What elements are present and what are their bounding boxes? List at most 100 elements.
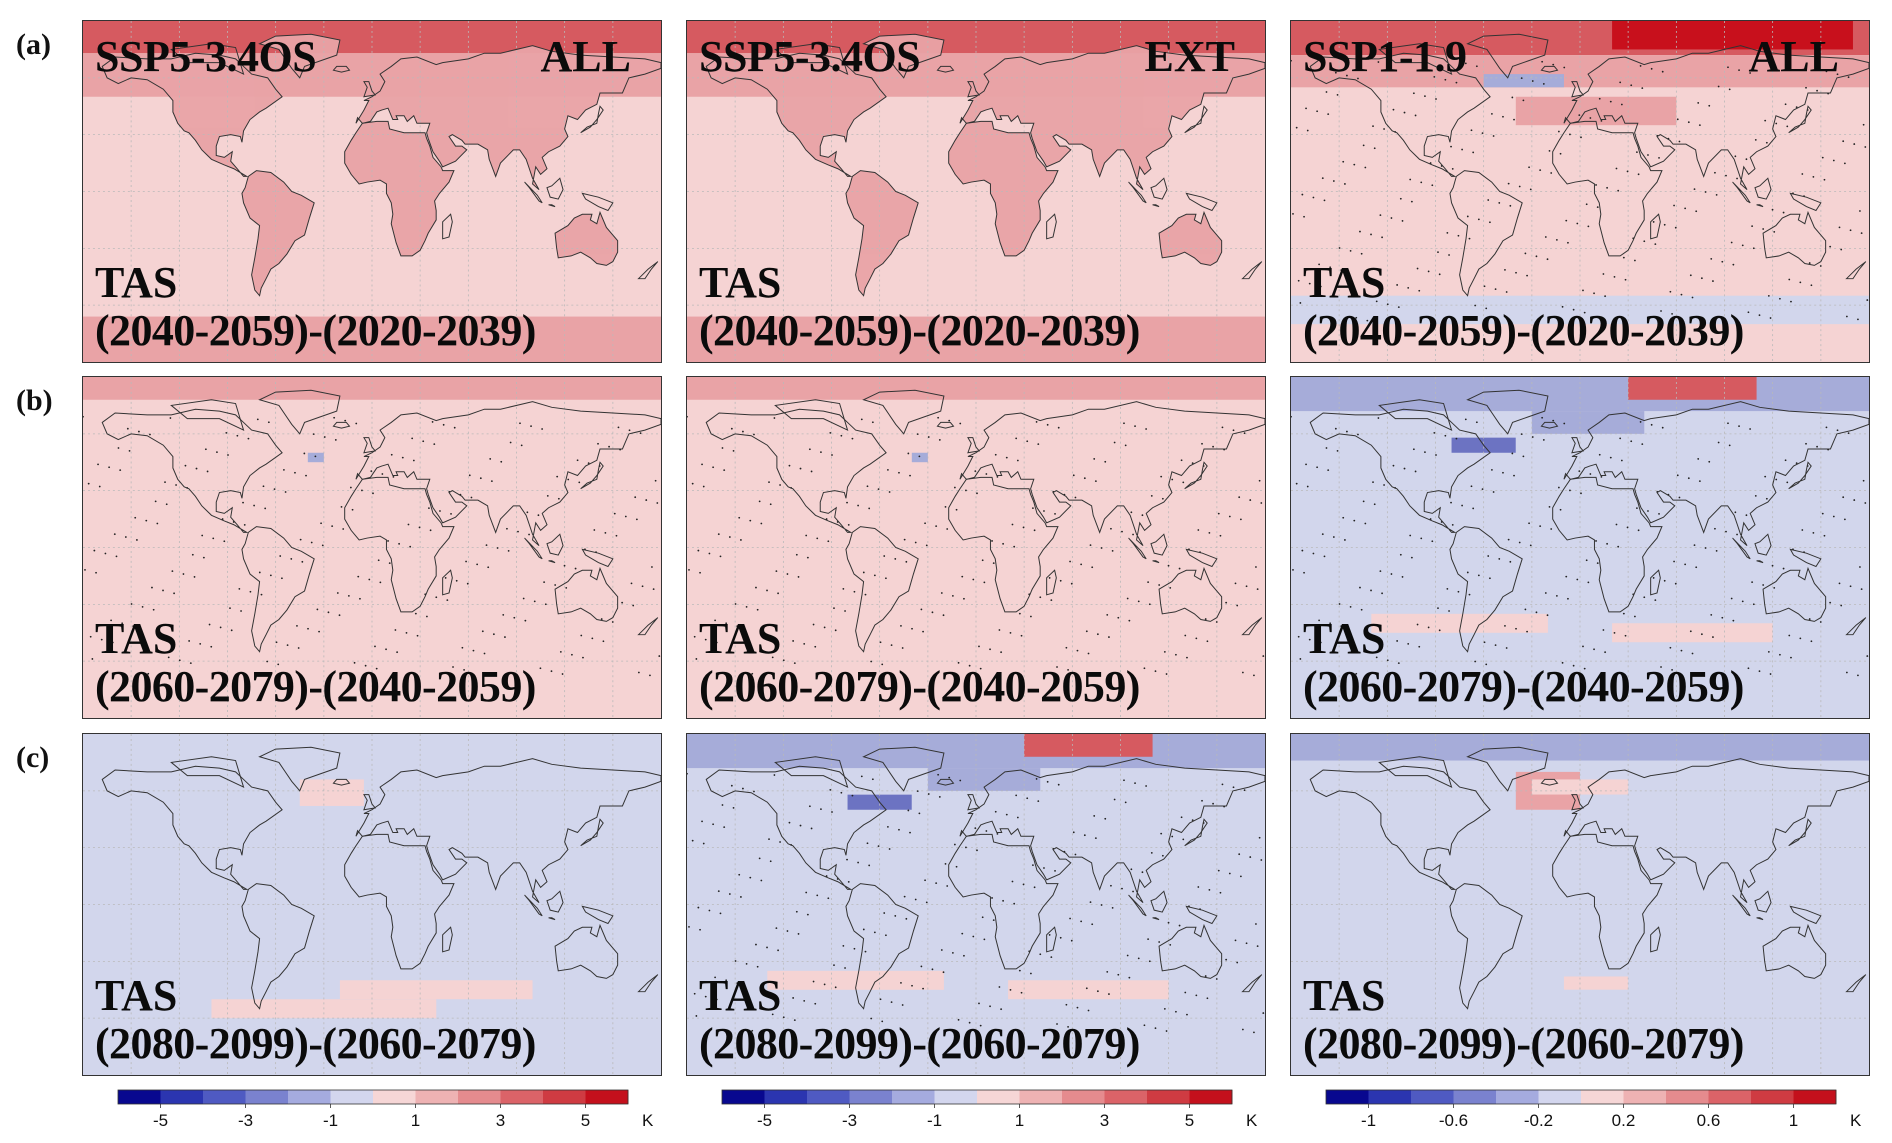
- colorbar-tick-label: 1: [411, 1111, 420, 1130]
- colorbar-segment: [373, 1090, 416, 1104]
- colorbar-1: -5 -3 -1 1 3 5 K: [117, 1089, 658, 1138]
- colorbar-segment: [585, 1090, 629, 1104]
- colorbar-segment: [1147, 1090, 1190, 1104]
- map-panel-a3: SSP1-1.9 ALL TAS (2040-2059)-(2020-2039): [1290, 20, 1870, 363]
- colorbar-segment: [807, 1090, 850, 1104]
- colorbar-tick-label: -0.2: [1524, 1111, 1553, 1130]
- colorbar-tick-label: 3: [496, 1111, 505, 1130]
- colorbar-segment: [1368, 1090, 1412, 1104]
- scenario-label: SSP1-1.9: [1303, 32, 1467, 81]
- colorbar-segment: [1411, 1090, 1454, 1104]
- colorbar-tick-label: -1: [927, 1111, 942, 1130]
- period-label: (2060-2079)-(2040-2059): [95, 662, 536, 711]
- colorbar-segment: [1581, 1090, 1624, 1104]
- colorbar-tick-label: -1: [1361, 1111, 1376, 1130]
- period-label: (2040-2059)-(2020-2039): [1303, 306, 1744, 355]
- colorbar-unit: K: [1246, 1111, 1258, 1130]
- colorbar-tick-label: 0.2: [1612, 1111, 1636, 1130]
- colorbar-tick-label: -3: [238, 1111, 253, 1130]
- colorbar-segment: [1496, 1090, 1539, 1104]
- variable-label: TAS: [699, 971, 782, 1020]
- forcing-group-label: EXT: [1144, 32, 1235, 81]
- period-label: (2060-2079)-(2040-2059): [699, 662, 1140, 711]
- colorbar-segment: [892, 1090, 935, 1104]
- colorbar-tick-label: -3: [842, 1111, 857, 1130]
- colorbar-segment: [722, 1090, 765, 1104]
- map-panel-b3: TAS (2060-2079)-(2040-2059): [1290, 376, 1870, 719]
- row-label-c: (c): [16, 741, 50, 774]
- colorbar-segment: [1326, 1090, 1369, 1104]
- colorbar-tick-label: 1: [1015, 1111, 1024, 1130]
- temperature-map: [687, 734, 1265, 1075]
- colorbar-segment: [1623, 1090, 1667, 1104]
- colorbar-tick-label: 0.6: [1697, 1111, 1721, 1130]
- colorbar-segment: [415, 1090, 459, 1104]
- colorbar-tick-label: -0.6: [1439, 1111, 1468, 1130]
- colorbar-segment: [543, 1090, 586, 1104]
- map-panel-c3: TAS (2080-2099)-(2060-2079): [1290, 733, 1870, 1076]
- scenario-label: SSP5-3.4OS: [699, 32, 921, 81]
- map-panel-b2: TAS (2060-2079)-(2040-2059): [686, 376, 1266, 719]
- period-label: (2080-2099)-(2060-2079): [1303, 1019, 1744, 1068]
- variable-label: TAS: [95, 614, 178, 663]
- colorbar-segment: [1189, 1090, 1233, 1104]
- colorbar-3: -1 -0.6 -0.2 0.2 0.6 1 K: [1325, 1089, 1866, 1138]
- colorbar-segment: [1793, 1090, 1837, 1104]
- variable-label: TAS: [699, 614, 782, 663]
- colorbar-tick-label: -1: [323, 1111, 338, 1130]
- colorbar-segment: [203, 1090, 246, 1104]
- period-label: (2080-2099)-(2060-2079): [699, 1019, 1140, 1068]
- colorbar-1-svg: -5 -3 -1 1 3 5 K: [117, 1089, 654, 1130]
- scenario-label: SSP5-3.4OS: [95, 32, 317, 81]
- colorbar-segment: [934, 1090, 978, 1104]
- forcing-group-label: ALL: [540, 32, 631, 81]
- colorbar-segment: [160, 1090, 204, 1104]
- period-label: (2040-2059)-(2020-2039): [95, 306, 536, 355]
- colorbar-tick-label: -5: [153, 1111, 168, 1130]
- colorbar-segment: [1019, 1090, 1063, 1104]
- row-label-a: (a): [16, 28, 51, 61]
- temperature-map: [1291, 377, 1869, 718]
- variable-label: TAS: [95, 971, 178, 1020]
- colorbar-unit: K: [642, 1111, 654, 1130]
- period-label: (2060-2079)-(2040-2059): [1303, 662, 1744, 711]
- temperature-map: [687, 21, 1265, 362]
- colorbar-segment: [764, 1090, 808, 1104]
- colorbar-segment: [1666, 1090, 1709, 1104]
- map-panel-c2: TAS (2080-2099)-(2060-2079): [686, 733, 1266, 1076]
- colorbar-3-svg: -1 -0.6 -0.2 0.2 0.6 1 K: [1325, 1089, 1862, 1130]
- colorbar-segment: [1062, 1090, 1105, 1104]
- colorbar-tick-label: 5: [581, 1111, 590, 1130]
- temperature-map: [83, 21, 661, 362]
- map-panel-c1: TAS (2080-2099)-(2060-2079): [82, 733, 662, 1076]
- variable-label: TAS: [1303, 258, 1386, 307]
- temperature-map: [1291, 734, 1869, 1075]
- colorbar-segment: [288, 1090, 331, 1104]
- colorbar-2: -5 -3 -1 1 3 5 K: [721, 1089, 1262, 1138]
- period-label: (2040-2059)-(2020-2039): [699, 306, 1140, 355]
- row-label-b: (b): [16, 384, 53, 417]
- colorbar-segment: [977, 1090, 1020, 1104]
- colorbar-tick-label: 1: [1789, 1111, 1798, 1130]
- colorbar-segment: [118, 1090, 161, 1104]
- colorbar-segment: [1708, 1090, 1752, 1104]
- forcing-group-label: ALL: [1748, 32, 1839, 81]
- colorbar-segment: [1104, 1090, 1148, 1104]
- variable-label: TAS: [1303, 614, 1386, 663]
- colorbar-unit: K: [1850, 1111, 1862, 1130]
- colorbar-segment: [245, 1090, 289, 1104]
- colorbar-segment: [330, 1090, 374, 1104]
- colorbar-segment: [1751, 1090, 1794, 1104]
- temperature-map: [687, 377, 1265, 718]
- temperature-map: [1291, 21, 1869, 362]
- map-panel-a1: SSP5-3.4OS ALL TAS (2040-2059)-(2020-2039): [82, 20, 662, 363]
- map-panel-b1: TAS (2060-2079)-(2040-2059): [82, 376, 662, 719]
- colorbar-segment: [500, 1090, 544, 1104]
- temperature-map: [83, 377, 661, 718]
- colorbar-tick-label: -5: [757, 1111, 772, 1130]
- temperature-map: [83, 734, 661, 1075]
- variable-label: TAS: [95, 258, 178, 307]
- map-panel-a2: SSP5-3.4OS EXT TAS (2040-2059)-(2020-2039): [686, 20, 1266, 363]
- variable-label: TAS: [699, 258, 782, 307]
- colorbar-tick-label: 3: [1100, 1111, 1109, 1130]
